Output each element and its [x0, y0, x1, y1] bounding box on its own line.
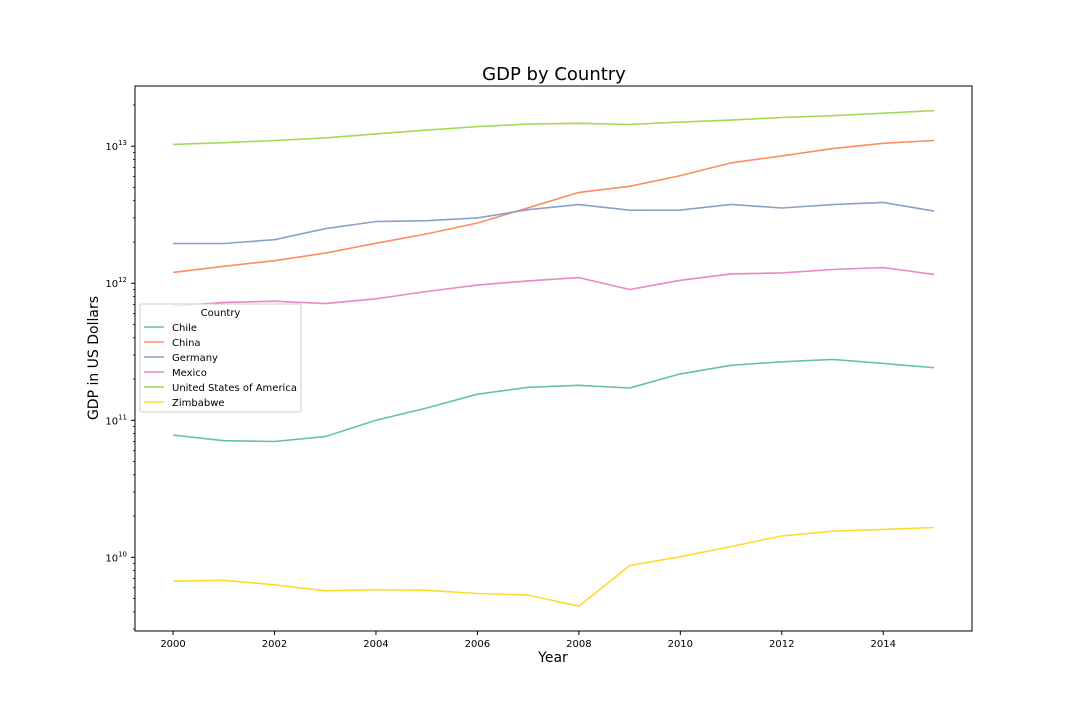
legend-entry: Zimbabwe: [172, 398, 225, 409]
legend-title: Country: [201, 308, 241, 319]
legend-entry: Chile: [172, 323, 197, 334]
chart-title: GDP by Country: [482, 64, 626, 85]
series-line-united-states-of-america: [172, 109, 935, 146]
series-line-chile: [172, 358, 935, 443]
y-tick-base: 10: [105, 553, 118, 564]
x-tick-label: 2010: [668, 639, 693, 650]
legend: Country Chile China Germany Mexico United Sta…: [139, 303, 302, 413]
x-tick-label: 2006: [465, 639, 490, 650]
legend-entry: China: [172, 338, 201, 349]
y-axis-label: GDP in US Dollars: [86, 296, 102, 420]
y-tick-exponent: 11: [118, 413, 127, 421]
y-tick-base: 10: [105, 416, 118, 427]
x-tick-label: 2012: [769, 639, 794, 650]
legend-entry: United States of America: [172, 383, 297, 394]
x-axis-label: Year: [537, 650, 568, 666]
y-tick-exponent: 12: [118, 276, 127, 284]
series-line-china: [172, 139, 935, 274]
y-tick-base: 10: [105, 142, 118, 153]
legend-entry: Germany: [172, 353, 218, 364]
x-tick-label: 2002: [262, 639, 287, 650]
x-tick-label: 2000: [160, 639, 185, 650]
y-tick-label: 1010: [105, 550, 127, 564]
legend-box: [139, 303, 302, 413]
legend-entry: Mexico: [172, 368, 207, 379]
series-line-zimbabwe: [172, 526, 935, 608]
x-tick-label: 2014: [871, 639, 896, 650]
x-tick-label: 2004: [363, 639, 388, 650]
plot-area: 2000 2002 2004 2006 2008 2010 2012 201410101011…: [105, 85, 973, 650]
series-line-mexico: [172, 266, 935, 307]
x-tick-label: 2008: [566, 639, 591, 650]
y-tick-base: 10: [105, 279, 118, 290]
plot-frame: [134, 85, 973, 632]
y-tick-label: 1013: [105, 139, 127, 153]
y-tick-exponent: 13: [118, 139, 127, 147]
y-tick-label: 1011: [105, 413, 127, 427]
series-line-germany: [173, 201, 935, 245]
y-tick-label: 1012: [105, 276, 127, 290]
y-tick-exponent: 10: [118, 550, 127, 558]
